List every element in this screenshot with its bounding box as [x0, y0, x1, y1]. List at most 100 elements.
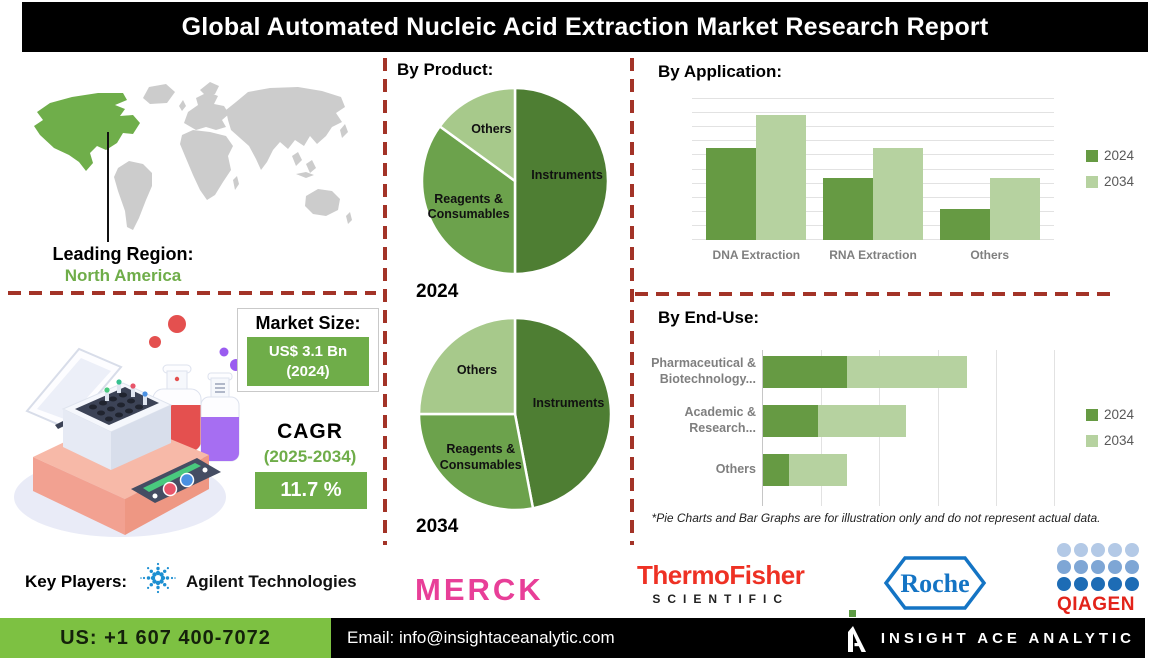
roche-wordmark: Roche [900, 569, 969, 598]
roche-logo: Roche [883, 556, 987, 610]
end-use-category-labels: Pharmaceutical & Biotechnology... Academi… [640, 356, 756, 503]
pie-2024-caption: 2024 [416, 281, 459, 302]
map-greenland [143, 84, 175, 104]
category-label: Pharmaceutical & Biotechnology... [651, 356, 756, 386]
category-label: Others [970, 248, 1010, 262]
by-product-heading: By Product: [397, 60, 494, 79]
sample-rack-icon [61, 379, 173, 470]
market-size-value-box: US$ 3.1 Bn (2024) [247, 337, 369, 386]
bar-2034 [989, 177, 1040, 240]
qiagen-wordmark: QIAGEN [1057, 594, 1135, 615]
application-legend: 2024 2034 [1086, 148, 1134, 189]
legend-swatch-icon [1086, 175, 1098, 188]
world-map [34, 82, 352, 230]
report-title: Global Automated Nucleic Acid Extraction… [181, 12, 989, 41]
lab-device-illustration [14, 315, 240, 537]
bar-segment-2024 [763, 454, 790, 486]
pie-slice-label: Reagents & Consumables [439, 442, 522, 473]
brand-green-square [848, 610, 856, 617]
pie-chart-2034: Instruments Reagents & Consumables Others [417, 316, 613, 512]
map-africa [180, 130, 233, 200]
vertical-divider-left [383, 58, 387, 545]
bar-group [822, 98, 923, 240]
end-use-bar-chart [762, 350, 1055, 506]
map-south-america [114, 161, 152, 230]
category-label: DNA Extraction [712, 248, 801, 262]
pie-2034-caption: 2034 [416, 516, 459, 537]
insight-ace-logo-icon [847, 626, 866, 652]
agilent-starburst-icon [140, 562, 176, 594]
market-size-year: (2024) [286, 362, 330, 380]
market-size-card: Market Size: US$ 3.1 Bn (2024) [237, 308, 379, 392]
qiagen-logo: QIAGEN [1057, 543, 1149, 616]
qiagen-dot-row-dark [1057, 577, 1149, 591]
by-application-heading: By Application: [658, 62, 783, 81]
agilent-logo-text: Agilent Technologies [186, 572, 357, 591]
legend-item: 2024 [1086, 148, 1134, 163]
pie-slice-label: Instruments [531, 168, 603, 182]
thermo-scientific-text: SCIENTIFIC [652, 592, 790, 606]
bar-segment-2034 [847, 356, 967, 388]
pie-slice-label: Instruments [532, 395, 605, 410]
chart-disclaimer: *Pie Charts and Bar Graphs are for illus… [651, 511, 1101, 525]
leading-region-label: Leading Region: [52, 244, 194, 264]
legend-label: 2024 [1104, 148, 1135, 163]
bar-segment-2034 [789, 454, 848, 486]
bar-group [939, 98, 1040, 240]
stacked-bar-row [763, 356, 1054, 388]
legend-label: 2034 [1104, 174, 1135, 189]
stacked-bar-row [763, 454, 1054, 486]
category-label: RNA Extraction [829, 248, 917, 262]
brand-name: INSIGHT ACE ANALYTIC [880, 629, 1135, 647]
cagr-value-box: 11.7 % [255, 472, 367, 509]
pie-chart-2024: Instruments Reagents & Consumables Others [420, 86, 610, 276]
application-bars [692, 98, 1054, 240]
pie-slice-label: Others [456, 362, 498, 377]
legend-swatch-icon [1086, 434, 1098, 447]
application-bar-chart [692, 98, 1054, 240]
legend-swatch-icon [1086, 408, 1098, 421]
bar-2024 [706, 147, 757, 240]
cagr-label: CAGR [277, 420, 343, 443]
application-category-labels: DNA Extraction RNA Extraction Others [692, 248, 1054, 262]
footer-email-section: Email: info@insightaceanalytic.com INSIG… [331, 610, 1145, 658]
pie-slice-label: Reagents & Consumables [427, 191, 510, 222]
bar-2034 [872, 147, 923, 240]
footer-phone-section: US: +1 607 400-7072 [0, 618, 331, 658]
bar-group [706, 98, 807, 240]
map-australia [305, 189, 340, 216]
market-size-value: US$ 3.1 Bn [268, 343, 348, 360]
leading-region-value: North America [64, 266, 182, 285]
map-europe [184, 92, 229, 130]
bar-2024 [939, 208, 990, 240]
footer-email[interactable]: Email: info@insightaceanalytic.com [347, 628, 615, 647]
merck-logo: MERCK [415, 572, 544, 607]
horizontal-divider-left [8, 291, 376, 295]
legend-item: 2034 [1086, 174, 1134, 189]
legend-swatch-icon [1086, 149, 1098, 162]
pie-slice-label: Others [471, 121, 512, 136]
title-bar: Global Automated Nucleic Acid Extraction… [22, 2, 1148, 52]
legend-item: 2034 [1086, 433, 1134, 448]
horizontal-divider-right [635, 292, 1118, 296]
map-north-america-highlight [34, 93, 140, 171]
thermo-fisher-logo: ThermoFisher SCIENTIFIC [637, 560, 805, 606]
purple-bottle-icon [200, 347, 240, 462]
category-label: Others [715, 462, 756, 477]
bar-segment-2024 [763, 405, 819, 437]
legend-item: 2024 [1086, 407, 1134, 422]
stacked-bar-row [763, 405, 1054, 437]
footer-phone: US: +1 607 400-7072 [60, 626, 271, 649]
qiagen-dot-row-light [1057, 543, 1149, 557]
by-end-use-heading: By End-Use: [658, 308, 760, 327]
thermo-fisher-wordmark: ThermoFisher [637, 560, 805, 590]
legend-label: 2034 [1104, 433, 1135, 448]
cagr-value: 11.7 % [280, 479, 342, 501]
map-asia [226, 87, 345, 170]
end-use-legend: 2024 2034 [1086, 407, 1134, 448]
bar-2034 [756, 115, 807, 240]
bar-2024 [822, 177, 873, 240]
bar-segment-2034 [818, 405, 906, 437]
bar-segment-2024 [763, 356, 848, 388]
